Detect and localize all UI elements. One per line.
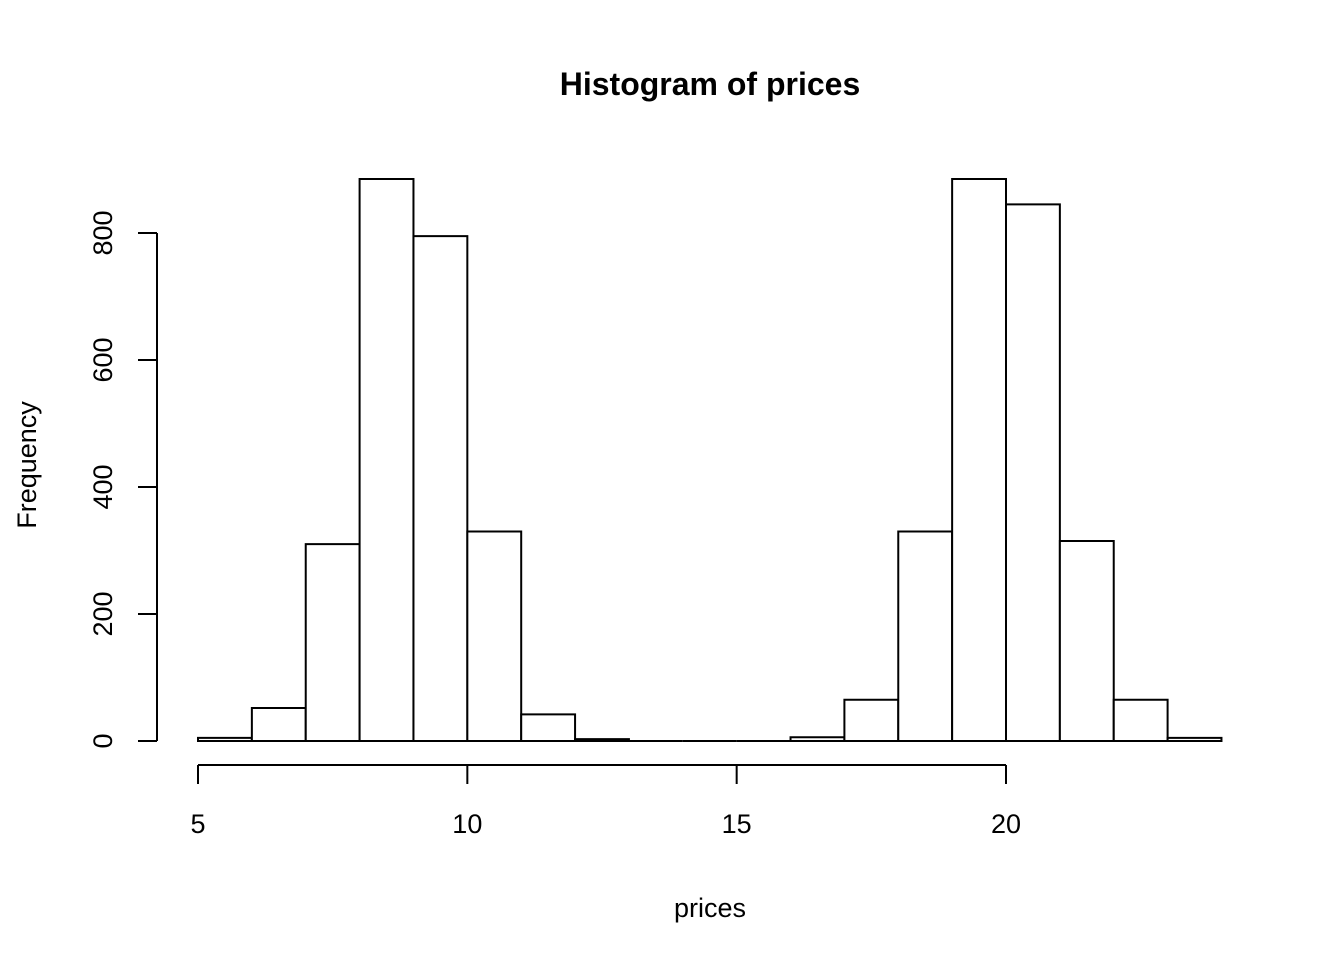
histogram-bar xyxy=(951,178,1007,742)
histogram-bar xyxy=(1166,736,1223,742)
histogram-bar xyxy=(574,738,630,742)
y-axis-label: Frequency xyxy=(12,401,42,529)
histogram-bar xyxy=(897,530,954,742)
y-tick-label: 200 xyxy=(88,591,118,636)
bars-layer xyxy=(197,178,1223,742)
y-tick-label: 600 xyxy=(88,337,118,382)
histogram-bar xyxy=(1005,203,1061,742)
histogram-bar xyxy=(466,530,523,742)
histogram-bar xyxy=(1058,539,1115,742)
histogram-bar xyxy=(843,698,900,742)
x-axis xyxy=(197,764,1007,784)
x-tick-labels: 5 10 15 20 xyxy=(190,809,1021,839)
histogram-bar xyxy=(520,713,577,742)
y-tick-label: 800 xyxy=(88,210,118,255)
x-tick-label: 20 xyxy=(991,809,1021,839)
histogram-bar xyxy=(1112,698,1169,742)
y-axis xyxy=(138,232,158,742)
x-tick-label: 10 xyxy=(452,809,482,839)
histogram-bar xyxy=(412,235,469,742)
y-tick-label: 0 xyxy=(88,733,118,748)
histogram-bar xyxy=(789,736,846,742)
y-tick-label: 400 xyxy=(88,464,118,509)
x-tick-label: 5 xyxy=(190,809,205,839)
histogram-bar xyxy=(304,543,361,742)
histogram-bar xyxy=(197,736,253,742)
histogram-bar xyxy=(250,706,307,742)
chart-title: Histogram of prices xyxy=(560,66,861,102)
y-tick-labels: 0 200 400 600 800 xyxy=(88,210,118,748)
histogram-bar xyxy=(358,178,415,742)
x-axis-label: prices xyxy=(674,893,746,923)
x-tick-label: 15 xyxy=(722,809,752,839)
